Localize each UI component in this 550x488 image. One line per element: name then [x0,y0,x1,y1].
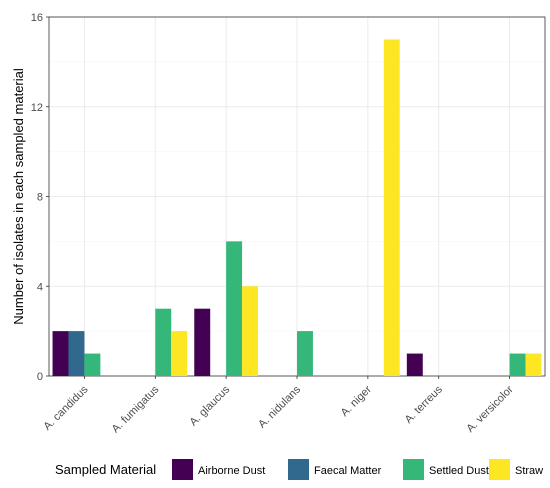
y-tick-label: 12 [31,102,43,114]
legend-label-straw: Straw [515,465,543,477]
bar-settled-dust-a-nidulans [297,331,313,376]
x-tick-label: A. fumigatus [110,383,162,435]
x-tick-label: A. terreus [403,383,446,426]
legend: Sampled Material Airborne Dust Faecal Mat… [55,459,543,480]
bars [52,39,542,376]
bar-settled-dust-a-glaucus [226,241,243,376]
bar-faecal-matter-a-candidus [68,331,85,376]
legend-swatch-airborne-dust [172,459,193,480]
bar-straw-a-versicolor [525,353,542,376]
bar-settled-dust-a-fumigatus [155,308,172,376]
legend-swatch-straw [489,459,510,480]
bar-straw-a-glaucus [242,286,259,376]
x-tick-label: A. nidulans [256,383,303,430]
bar-airborne-dust-a-terreus [406,353,423,376]
x-tick-label: A. candidus [41,383,90,432]
x-tick-label: A. niger [339,383,375,419]
legend-label-airborne-dust: Airborne Dust [198,465,265,477]
y-tick-label: 4 [37,281,43,293]
y-axis-title: Number of isolates in each sampled mater… [11,68,26,325]
x-tick-label: A. glaucus [187,383,232,428]
legend-label-faecal-matter: Faecal Matter [314,465,382,477]
bar-airborne-dust-a-candidus [52,331,69,376]
y-tick-labels: 0 4 8 12 16 [31,12,49,383]
x-tick-labels: A. candidus A. fumigatus A. glaucus A. nidu… [41,376,516,435]
x-tick-label: A. versicolor [464,383,516,435]
bar-straw-a-niger [383,39,400,376]
legend-swatch-settled-dust [403,459,424,480]
legend-swatch-faecal-matter [288,459,309,480]
y-tick-label: 0 [37,371,43,383]
y-tick-label: 8 [37,192,43,204]
legend-label-settled-dust: Settled Dust [429,465,489,477]
bar-settled-dust-a-candidus [84,353,101,376]
legend-title: Sampled Material [55,462,156,477]
bar-airborne-dust-a-glaucus [194,308,211,376]
bar-settled-dust-a-versicolor [509,353,526,376]
y-tick-label: 16 [31,12,43,24]
bar-straw-a-fumigatus [171,331,188,376]
